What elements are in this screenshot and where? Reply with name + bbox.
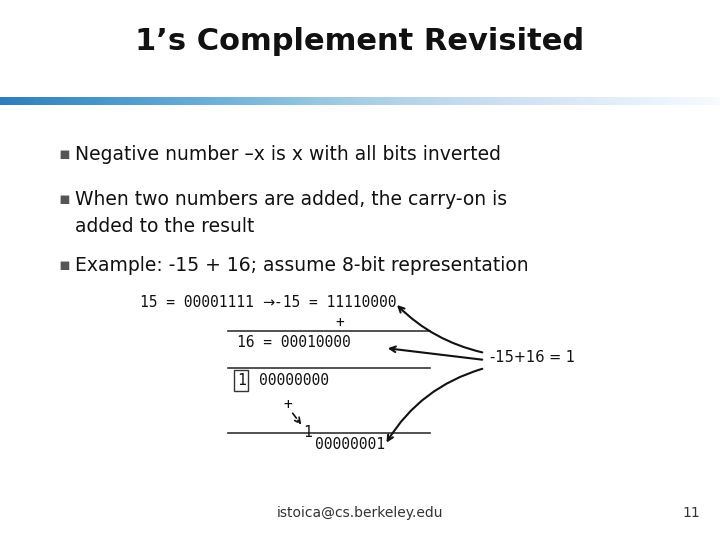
- Text: ▪: ▪: [58, 256, 70, 274]
- Text: 00000001: 00000001: [315, 437, 385, 452]
- Text: 16 = 00010000: 16 = 00010000: [237, 335, 351, 350]
- Text: →: →: [262, 295, 274, 310]
- Text: +: +: [283, 397, 292, 412]
- Text: +: +: [335, 315, 343, 330]
- Text: Negative number –x is x with all bits inverted: Negative number –x is x with all bits in…: [75, 145, 501, 164]
- Text: 00000000: 00000000: [259, 373, 329, 388]
- Text: Example: -15 + 16; assume 8-bit representation: Example: -15 + 16; assume 8-bit represen…: [75, 256, 528, 275]
- Text: istoica@cs.berkeley.edu: istoica@cs.berkeley.edu: [276, 506, 444, 520]
- Text: ▪: ▪: [58, 145, 70, 163]
- Text: ▪: ▪: [58, 190, 70, 208]
- Text: 1’s Complement Revisited: 1’s Complement Revisited: [135, 28, 585, 57]
- FancyArrowPatch shape: [292, 413, 300, 423]
- Text: 11: 11: [683, 506, 700, 520]
- Text: -15 = 11110000: -15 = 11110000: [274, 295, 397, 310]
- Text: When two numbers are added, the carry-on is
added to the result: When two numbers are added, the carry-on…: [75, 190, 507, 235]
- Text: 15 = 00001111: 15 = 00001111: [140, 295, 263, 310]
- Text: -15+16 = 1: -15+16 = 1: [490, 350, 575, 365]
- Text: 1: 1: [237, 373, 246, 388]
- Text: 1: 1: [303, 425, 312, 440]
